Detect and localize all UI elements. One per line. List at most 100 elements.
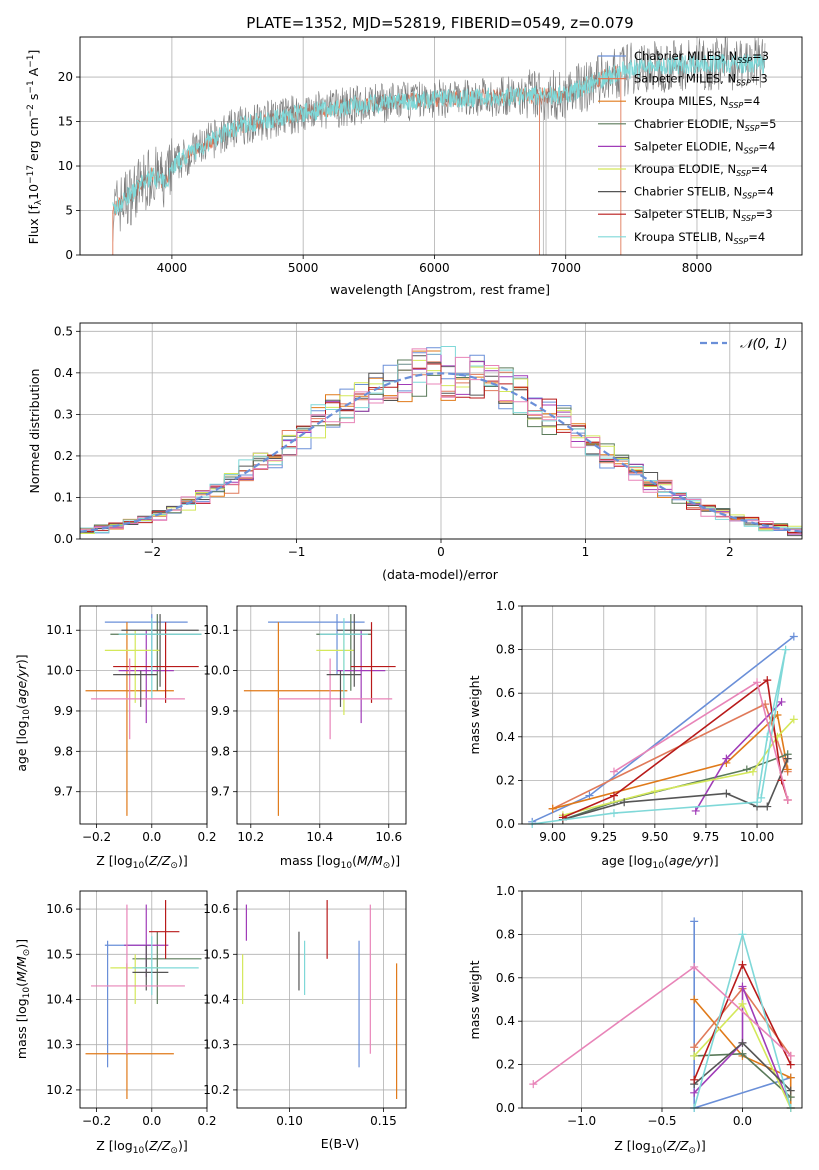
x-tick-label: 9.75 xyxy=(693,830,720,844)
y-tick-label: 10.0 xyxy=(46,664,73,678)
mass-weight-marker xyxy=(783,754,792,763)
y-tick-label: 9.9 xyxy=(54,704,73,718)
mass-weight-marker xyxy=(690,962,699,971)
legend-entry: Salpeter STELIB, NSSP=3 xyxy=(634,207,773,223)
mass-weight-series xyxy=(552,713,789,810)
x-tick-label: 0.0 xyxy=(733,1114,752,1128)
histogram-series xyxy=(80,363,802,533)
x-tick-label: 0.2 xyxy=(197,830,216,844)
mass-weight-marker xyxy=(690,1043,699,1052)
y-tick-label: 20 xyxy=(58,70,73,84)
histogram-plot: −2 −1 0 1 2 0.0 0.1 0.2 0.3 0.4 0.5 xyxy=(54,322,803,559)
mass-weight-marker xyxy=(786,1060,795,1069)
mass-weight-marker xyxy=(690,917,699,926)
age-ylabel-1: age [log10(age/yr)] xyxy=(14,654,32,771)
y-tick-label: 9.7 xyxy=(54,785,73,799)
mass-weight-marker xyxy=(690,995,699,1004)
y-tick-label: 10.1 xyxy=(203,623,230,637)
model-spectrum-stelib xyxy=(112,53,766,215)
y-tick-label: 10.6 xyxy=(203,902,230,916)
spectrum-legend: Chabrier MILES, NSSP=3 Salpeter MILES, NS… xyxy=(598,49,776,246)
age-vs-mass-panel: 10.2 10.4 10.6 9.7 9.8 9.9 10.0 10.1 mass [log1… xyxy=(203,605,407,871)
mass-vs-ebv-panel: 0.10 0.15 10.2 10.3 10.4 10.5 10.6 E(B-V) xyxy=(203,890,407,1151)
histogram-ylabel: Normed distribution xyxy=(27,369,42,494)
legend-entry: Salpeter ELODIE, NSSP=4 xyxy=(634,139,775,155)
y-tick-label: 0.4 xyxy=(496,730,515,744)
y-tick-label: 10.3 xyxy=(203,1038,230,1052)
spectrum-panel: PLATE=1352, MJD=52819, FIBERID=0549, z=0… xyxy=(26,14,803,297)
x-tick-label: 5000 xyxy=(288,261,319,275)
age-z-xlabel: Z [log10(Z/Z⊙)] xyxy=(96,853,187,871)
mw-age-ylabel: mass weight xyxy=(467,675,482,754)
x-tick-label: −0.2 xyxy=(82,830,111,844)
mass-weight-marker xyxy=(738,1049,747,1058)
mass-weight-marker xyxy=(690,1075,699,1084)
y-tick-label: 9.7 xyxy=(211,785,230,799)
legend-entry: Chabrier STELIB, NSSP=4 xyxy=(634,185,774,201)
x-tick-label: 0.2 xyxy=(197,1114,216,1128)
y-tick-label: 5 xyxy=(65,204,73,218)
y-tick-label: 0.0 xyxy=(496,1101,515,1115)
legend-entry: Kroupa ELODIE, NSSP=4 xyxy=(634,162,768,178)
mass-vs-metallicity-panel: −0.2 0.0 0.2 10.2 10.3 10.4 10.5 10.6 Z [log10(… xyxy=(14,890,217,1156)
mass-weight-marker xyxy=(738,999,747,1008)
x-tick-label: −0.2 xyxy=(82,1114,111,1128)
mass-weight-marker xyxy=(783,796,792,805)
mass-weight-marker xyxy=(738,982,747,991)
mass-weight-marker xyxy=(753,798,762,807)
legend-entry: Kroupa STELIB, NSSP=4 xyxy=(634,230,765,246)
x-tick-label: 0.0 xyxy=(142,1114,161,1128)
x-tick-label: −2 xyxy=(143,545,161,559)
x-tick-label: 10.00 xyxy=(740,830,774,844)
y-tick-label: 10 xyxy=(58,159,73,173)
mass-weight-series xyxy=(693,986,792,1109)
mass-weight-marker xyxy=(777,697,786,706)
x-tick-label: 0.15 xyxy=(370,1114,397,1128)
x-tick-label: 9.00 xyxy=(539,830,566,844)
spectrum-ylabel: Flux [fλ10−17 erg cm−2 s−1 A−1] xyxy=(26,50,44,245)
histogram-panel: −2 −1 0 1 2 0.0 0.1 0.2 0.3 0.4 0.5 (data-model)/e… xyxy=(27,322,803,582)
y-tick-label: 9.9 xyxy=(211,704,230,718)
x-tick-label: 6000 xyxy=(419,261,450,275)
histogram-legend: 𝒩(0, 1) xyxy=(700,337,787,352)
histogram-series xyxy=(80,346,802,533)
mass-weight-marker xyxy=(690,1088,699,1097)
histogram-series xyxy=(80,348,802,531)
axes-frame xyxy=(79,322,803,540)
mass-weight-marker xyxy=(763,676,772,685)
y-tick-label: 0.4 xyxy=(496,1014,515,1028)
mass-weight-marker xyxy=(789,715,798,724)
y-tick-label: 0.5 xyxy=(54,324,73,338)
mass-weight-marker xyxy=(620,798,629,807)
y-tick-label: 0.1 xyxy=(54,490,73,504)
age-mass-xlabel: mass [log10(M/M⊙)] xyxy=(280,853,400,871)
y-tick-label: 1.0 xyxy=(496,599,515,613)
mass-weight-vs-age-plot: 9.00 9.25 9.50 9.75 10.00 0.0 0.2 0.4 0.6 0.8 1.0 xyxy=(496,599,803,844)
mass-weight-marker xyxy=(753,678,762,687)
mass-weight-marker xyxy=(786,1051,795,1060)
observed-spectrum xyxy=(112,37,766,242)
mass-weight-series xyxy=(552,702,789,810)
mass-weight-series xyxy=(562,758,789,821)
x-tick-label: 10.6 xyxy=(375,830,402,844)
y-tick-label: 9.8 xyxy=(54,744,73,758)
y-tick-label: 1.0 xyxy=(496,884,515,898)
axes-frame xyxy=(236,605,407,825)
y-tick-label: 10.5 xyxy=(203,947,230,961)
y-tick-label: 0 xyxy=(65,248,73,262)
y-tick-label: 10.1 xyxy=(46,623,73,637)
y-tick-label: 0.0 xyxy=(496,817,515,831)
x-tick-label: 2 xyxy=(726,545,734,559)
y-tick-label: 0.0 xyxy=(54,532,73,546)
mass-weight-marker xyxy=(609,767,618,776)
y-tick-label: 0.6 xyxy=(496,971,515,985)
x-tick-label: 0.10 xyxy=(276,1114,303,1128)
x-tick-label: −1 xyxy=(288,545,306,559)
y-tick-label: 10.2 xyxy=(46,1083,73,1097)
x-tick-label: −0.5 xyxy=(647,1114,676,1128)
mass-vs-metallicity-plot: −0.2 0.0 0.2 10.2 10.3 10.4 10.5 10.6 xyxy=(46,890,217,1128)
y-tick-label: 0.4 xyxy=(54,366,73,380)
mass-weight-marker xyxy=(722,754,731,763)
spectrum-xlabel: wavelength [Angstrom, rest frame] xyxy=(330,282,550,297)
mass-weight-marker xyxy=(690,1051,699,1060)
